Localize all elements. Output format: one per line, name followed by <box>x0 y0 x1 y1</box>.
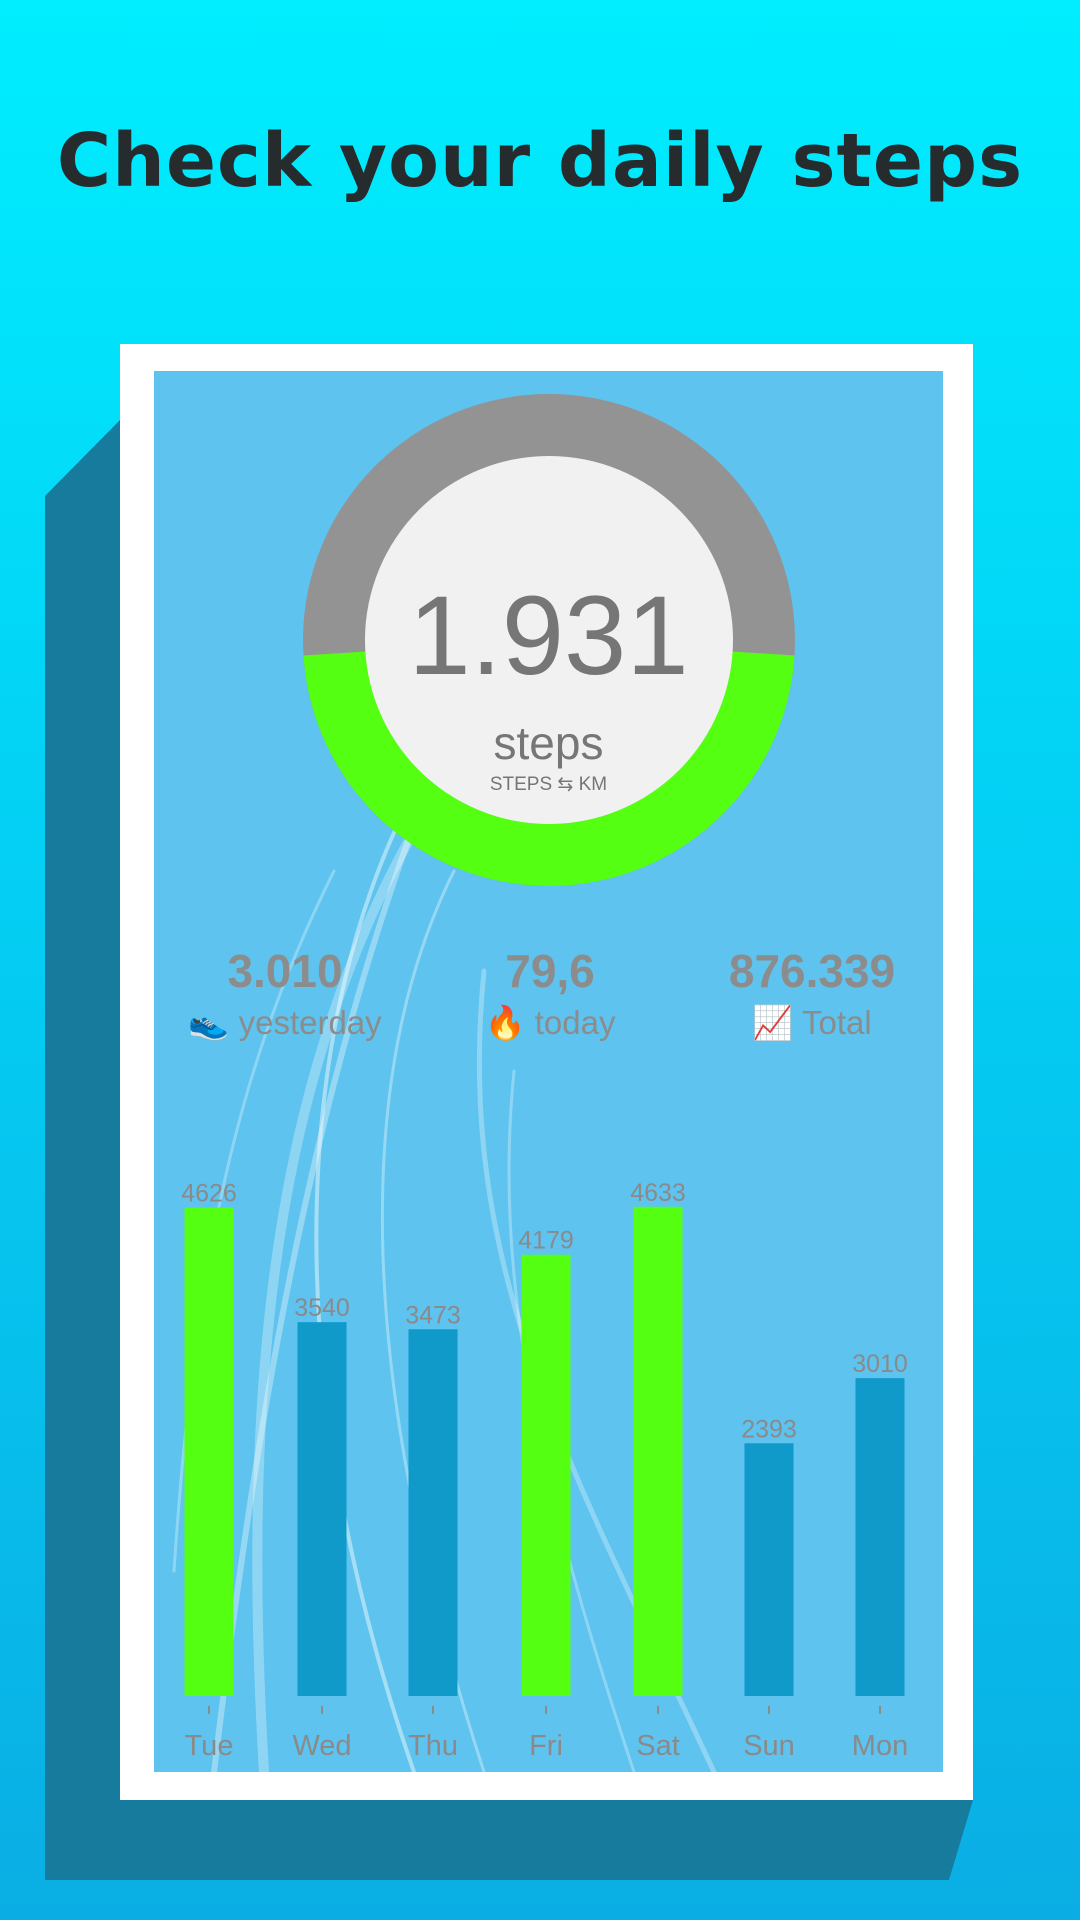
step-count: 1.931 <box>408 573 689 698</box>
stat-value: 3.010 <box>227 945 343 997</box>
bar-value-label: 2393 <box>741 1415 797 1443</box>
app-screen: 1.931 steps STEPS ⇆ KM 3.010 👟 yesterday… <box>154 371 943 1772</box>
stat-label: yesterday <box>238 1004 382 1041</box>
bar-value-label: 3010 <box>852 1350 908 1378</box>
x-tick-label: Sat <box>636 1730 680 1762</box>
bar-value-label: 4633 <box>630 1179 686 1207</box>
gauge-center <box>365 456 733 824</box>
bar-thu <box>408 1329 458 1696</box>
bar-fri <box>521 1254 571 1696</box>
step-unit: steps <box>493 717 604 769</box>
stat-today: 79,6 🔥 today <box>400 944 700 1043</box>
x-tick-label: Fri <box>529 1730 563 1762</box>
bar-value-label: 3473 <box>405 1301 461 1329</box>
bar-value-label: 4626 <box>181 1179 237 1207</box>
bar-sat <box>633 1206 683 1696</box>
bar-mon <box>855 1378 905 1696</box>
sneaker-icon: 👟 <box>188 1004 230 1041</box>
stat-value: 876.339 <box>728 945 896 997</box>
stat-value: 79,6 <box>505 945 595 997</box>
bar-sun <box>744 1443 794 1696</box>
stat-yesterday: 3.010 👟 yesterday <box>154 944 435 1043</box>
stat-label: today <box>534 1004 616 1041</box>
bar-tue <box>184 1207 234 1696</box>
headline: Check your daily steps <box>56 118 1024 204</box>
x-tick-label: Sun <box>743 1730 795 1762</box>
stat-total: 876.339 📈 Total <box>662 944 943 1043</box>
unit-toggle[interactable]: STEPS ⇆ KM <box>489 774 608 795</box>
stat-label: Total <box>801 1004 872 1041</box>
x-tick-label: Thu <box>408 1730 458 1762</box>
step-gauge[interactable] <box>154 371 943 931</box>
weekly-steps-chart: 4626 Tue 3540 Wed 3473 Thu 4179 Fri 4633 Sat 2393 S… <box>181 1179 908 1762</box>
x-tick-label: Wed <box>292 1730 351 1762</box>
bar-wed <box>297 1322 347 1696</box>
x-tick-label: Tue <box>185 1730 234 1762</box>
bar-value-label: 3540 <box>294 1294 350 1322</box>
fire-icon: 🔥 <box>484 1004 526 1041</box>
chart-increasing-icon: 📈 <box>752 1004 794 1041</box>
x-tick-label: Mon <box>852 1730 908 1762</box>
bar-value-label: 4179 <box>518 1227 574 1255</box>
